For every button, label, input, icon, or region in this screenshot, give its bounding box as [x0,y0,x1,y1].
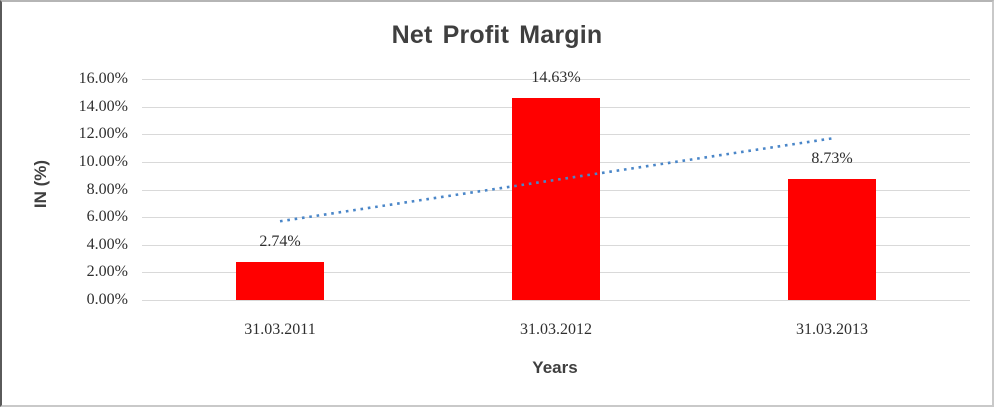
bar-31.03.2012 [512,98,600,300]
x-axis-category-label: 31.03.2013 [796,321,868,338]
bar-31.03.2013 [788,179,876,300]
y-axis-tick-label: 10.00% [78,153,128,170]
y-axis-tick-label: 12.00% [78,125,128,142]
x-axis-category-label: 31.03.2012 [520,321,592,338]
y-axis-tick-label: 14.00% [78,98,128,115]
bar-value-label: 14.63% [531,69,581,86]
gridline [142,300,970,301]
y-axis-tick-label: 6.00% [86,208,128,225]
y-axis-tick-label: 4.00% [86,236,128,253]
x-axis-title: Years [532,358,578,377]
y-axis-tick-label: 2.00% [86,263,128,280]
gridline [142,79,970,80]
y-axis-tick-label: 0.00% [86,291,128,308]
bar-31.03.2011 [236,262,324,300]
chart-title: Net Profit Margin [391,21,603,49]
bar-value-label: 8.73% [811,150,853,167]
bar-value-label: 2.74% [259,233,301,250]
x-axis-category-label: 31.03.2011 [244,321,316,338]
y-axis-tick-label: 16.00% [78,70,128,87]
y-axis-tick-label: 8.00% [86,181,128,198]
